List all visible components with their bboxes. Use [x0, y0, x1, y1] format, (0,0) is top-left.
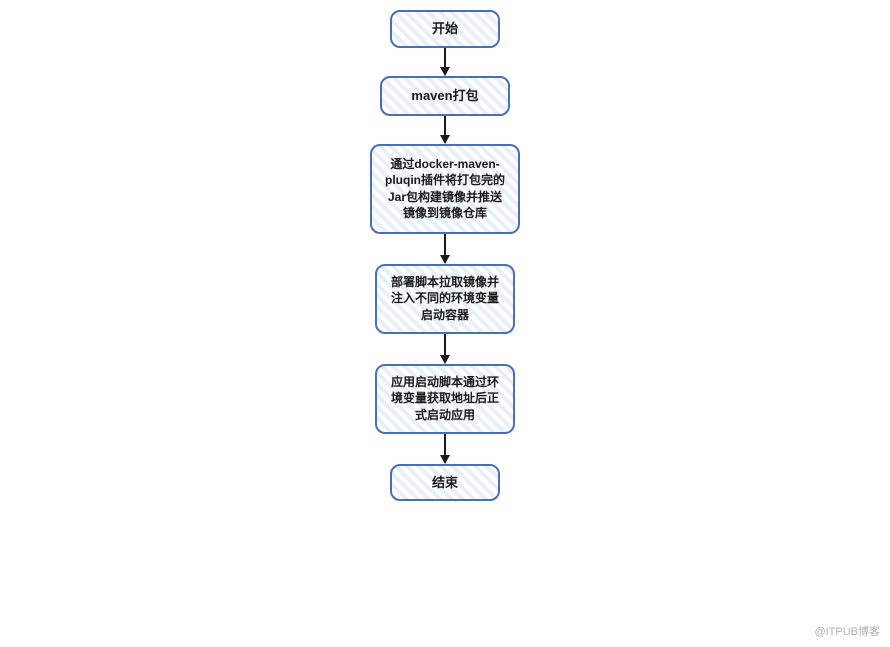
- flowchart-arrow: [440, 434, 450, 464]
- flowchart-arrow: [440, 234, 450, 264]
- flowchart-container: 开始 maven打包通过docker-maven-pluqin插件将打包完的Jar…: [370, 10, 520, 501]
- flowchart-node-deploy: 部署脚本拉取镜像并注入不同的环境变量启动容器: [375, 264, 515, 334]
- watermark-text: @ITPUB博客: [814, 623, 880, 639]
- flowchart-node-start: 开始: [390, 10, 500, 48]
- flowchart-node-docker: 通过docker-maven-pluqin插件将打包完的Jar包构建镜像并推送镜…: [370, 144, 520, 234]
- flowchart-node-launch: 应用启动脚本通过环境变量获取地址后正式启动应用: [375, 364, 515, 434]
- flowchart-node-end: 结束: [390, 464, 500, 502]
- flowchart-arrow: [440, 48, 450, 76]
- flowchart-arrow: [440, 116, 450, 144]
- flowchart-arrow: [440, 334, 450, 364]
- flowchart-node-maven: maven打包: [380, 76, 510, 116]
